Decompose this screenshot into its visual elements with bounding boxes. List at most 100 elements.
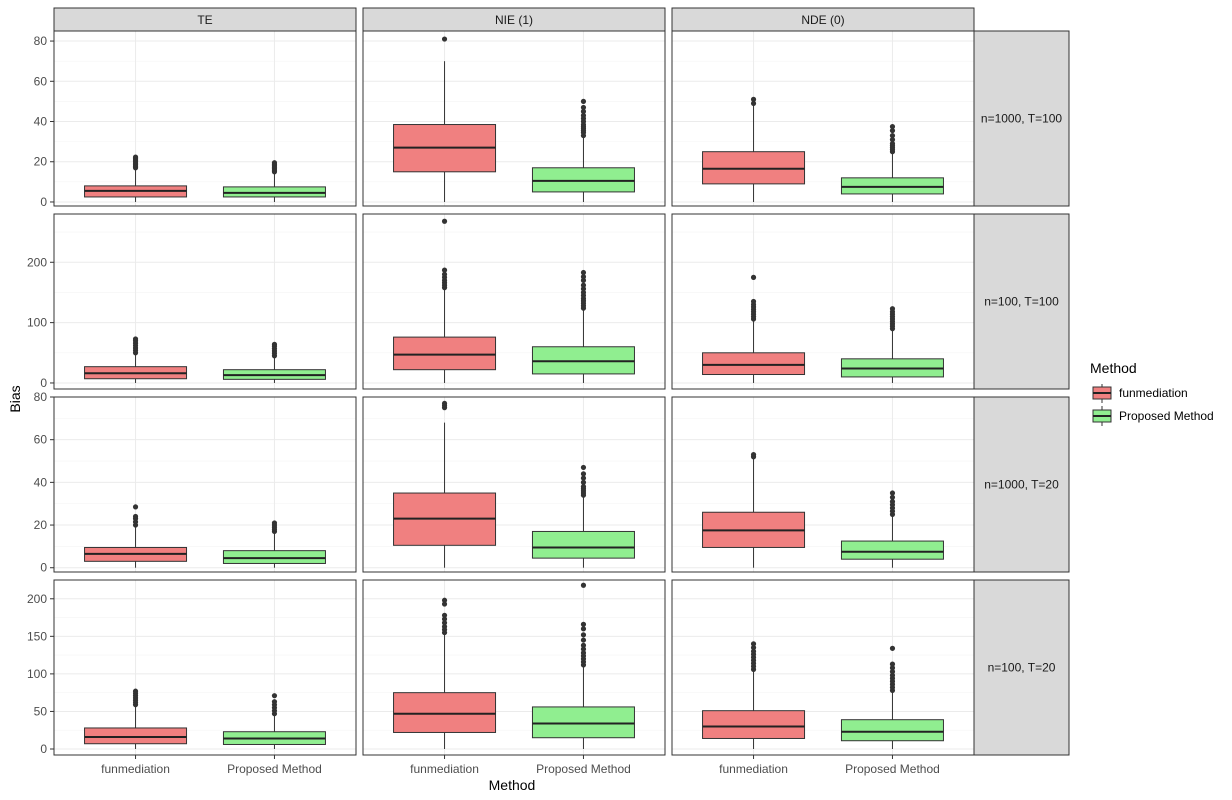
y-tick-label: 200: [27, 592, 47, 606]
panel-te-n-100-t-20: [53, 579, 357, 756]
outlier-point: [441, 218, 448, 224]
outlier-point: [580, 471, 587, 477]
outlier-point: [580, 108, 587, 115]
outlier-point: [750, 644, 757, 651]
y-tick-label: 60: [34, 74, 48, 88]
row-strip-n-100-t-20: n=100, T=20: [973, 579, 1070, 756]
box-proposed-method: [840, 123, 944, 202]
panel-nie-1-n-100-t-20: [362, 579, 666, 756]
box-iqr: [393, 336, 497, 371]
x-tick-label: funmediation: [410, 762, 479, 776]
outlier-point: [441, 612, 448, 618]
y-tick-label: 20: [34, 155, 48, 169]
outlier-point: [580, 274, 587, 280]
panel-te-n-100-t-100: [53, 213, 357, 390]
box-funmediation: [393, 400, 497, 568]
row-strip-bg: [973, 396, 1070, 573]
box-iqr: [531, 167, 635, 193]
panel-background: [54, 397, 356, 572]
strips-layer: TE NIE (1) NDE (0) n=1000, T=100 n=100, T=10…: [53, 7, 1070, 756]
x-axis-te: funmediation Proposed Method: [101, 755, 322, 776]
row-strip-label: n=100, T=20: [988, 661, 1056, 675]
outlier-point: [580, 484, 587, 490]
column-strip-bg: [671, 7, 975, 32]
outlier-point: [271, 520, 278, 526]
box-iqr: [84, 727, 188, 745]
box-funmediation: [84, 336, 188, 383]
row-strip-n-100-t-100: n=100, T=100: [973, 213, 1070, 390]
box-proposed-method: [840, 306, 944, 383]
box-proposed-method: [531, 269, 635, 383]
box-funmediation: [393, 36, 497, 202]
x-tick-label: funmediation: [101, 762, 170, 776]
box-iqr: [393, 692, 497, 733]
outlier-point: [271, 693, 278, 699]
box-funmediation: [84, 154, 188, 202]
outlier-point: [889, 665, 896, 671]
x-tick-label: funmediation: [719, 762, 788, 776]
outlier-point: [580, 582, 587, 588]
outlier-point: [580, 277, 587, 283]
y-tick-label: 50: [34, 704, 48, 718]
outlier-point: [889, 490, 896, 496]
outlier-point: [132, 504, 139, 510]
panel-background: [54, 214, 356, 389]
y-tick-label: 200: [27, 255, 47, 269]
outlier-point: [889, 123, 896, 130]
outlier-point: [441, 616, 448, 622]
row-strip-bg: [973, 30, 1070, 207]
outlier-point: [580, 112, 587, 119]
panel-nie-1-n-1000-t-100: [362, 30, 666, 207]
panel-border: [53, 213, 357, 390]
box-iqr: [840, 719, 944, 742]
y-axis-n-1000-t-20: 0 20 40 60 80: [34, 390, 54, 575]
outlier-point: [441, 267, 448, 273]
outlier-point: [580, 286, 587, 292]
outlier-point: [580, 104, 587, 111]
y-tick-label: 100: [27, 667, 47, 681]
outlier-point: [441, 597, 448, 603]
outlier-point: [750, 96, 757, 102]
outlier-point: [441, 271, 448, 277]
box-proposed-method: [222, 520, 326, 568]
y-axis-title: Bias: [7, 385, 23, 412]
column-strip-label: NIE (1): [495, 13, 533, 27]
y-tick-label: 20: [34, 518, 48, 532]
y-tick-label: 0: [40, 742, 47, 756]
box-proposed-method: [222, 693, 326, 749]
x-axis-title: Method: [489, 777, 536, 793]
x-axis-nie-1: funmediation Proposed Method: [410, 755, 631, 776]
outlier-point: [889, 494, 896, 500]
box-funmediation: [84, 688, 188, 749]
y-tick-label: 0: [40, 376, 47, 390]
box-iqr: [702, 151, 806, 185]
axes-layer: 0204060800100200020406080050100150200fun…: [27, 34, 940, 776]
outlier-point: [889, 672, 896, 678]
box-funmediation: [393, 597, 497, 749]
box-funmediation: [702, 96, 806, 202]
outlier-point: [441, 601, 448, 607]
box-funmediation: [84, 504, 188, 568]
outlier-point: [580, 650, 587, 656]
outlier-point: [580, 626, 587, 632]
panel-nde-0-n-1000-t-20: [671, 396, 975, 573]
outlier-point: [580, 269, 587, 276]
box-iqr: [222, 550, 326, 564]
row-strip-label: n=1000, T=20: [984, 478, 1059, 492]
y-axis-n-1000-t-100: 0 20 40 60 80: [34, 34, 54, 209]
y-tick-label: 0: [40, 561, 47, 575]
y-tick-label: 40: [34, 475, 48, 489]
y-tick-label: 0: [40, 195, 47, 209]
box-funmediation: [393, 218, 497, 383]
column-strip-te: TE: [53, 7, 357, 32]
column-strip-bg: [53, 7, 357, 32]
legend-entry-funmediation: funmediation: [1092, 384, 1188, 403]
box-proposed-method: [222, 160, 326, 202]
row-strip-label: n=1000, T=100: [981, 112, 1063, 126]
box-proposed-method: [531, 582, 635, 749]
outlier-point: [889, 661, 896, 667]
box-iqr: [702, 710, 806, 739]
x-tick-label: Proposed Method: [536, 762, 631, 776]
box-proposed-method: [222, 341, 326, 383]
outlier-point: [441, 36, 448, 42]
